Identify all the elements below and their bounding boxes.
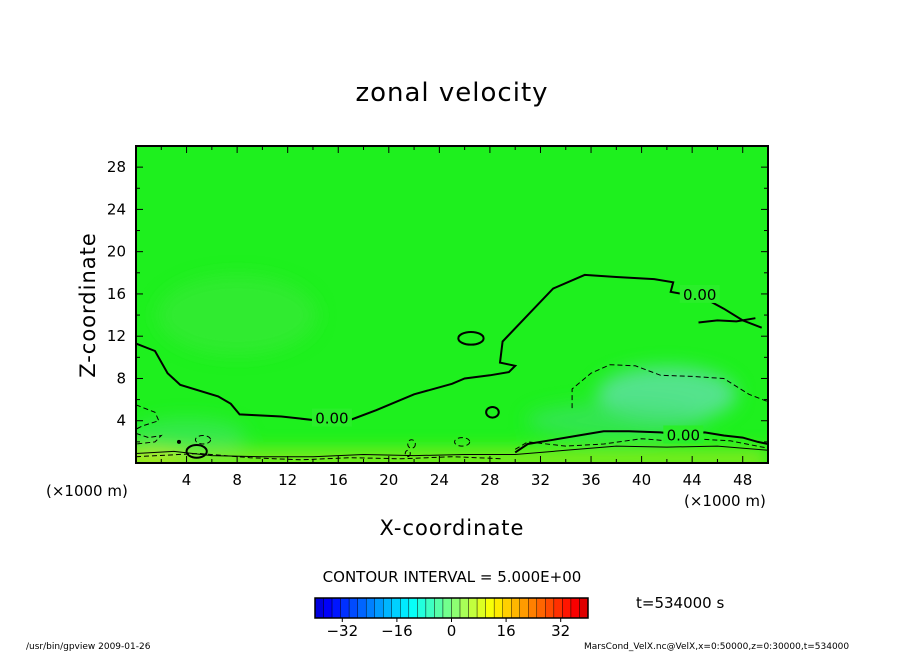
colorbar-cell [417, 597, 427, 619]
x-tick-label: 44 [683, 471, 702, 489]
footer-program: /usr/bin/gpview 2009-01-26 [26, 642, 151, 652]
x-axis-label: X-coordinate [379, 516, 525, 540]
field-patch [157, 275, 318, 356]
y-tick-label: 4 [116, 412, 126, 430]
negative-contour-loop [194, 435, 212, 445]
x-tick-label: 36 [581, 471, 600, 489]
y-axis-unit: (×1000 m) [46, 482, 128, 500]
negative-contour-line [136, 432, 163, 445]
y-tick-label: 16 [107, 285, 126, 303]
colorbar-cell [562, 597, 572, 619]
colorbar-cell [365, 597, 375, 619]
colorbar-cell [502, 597, 512, 619]
y-tick-label: 24 [107, 200, 126, 218]
x-tick-label: 12 [278, 471, 297, 489]
contour-lines [136, 273, 768, 461]
x-tick-label: 40 [632, 471, 651, 489]
contour-label: 0.00 [683, 286, 716, 304]
x-tick-label: 4 [182, 471, 192, 489]
field-patch [136, 418, 247, 455]
x-tick-label: 24 [430, 471, 449, 489]
colorbar-cell [323, 597, 333, 619]
colorbar-cell [400, 597, 410, 619]
negative-contour-line [514, 438, 768, 450]
colorbar-tick-label: −16 [381, 622, 413, 640]
chart-title: zonal velocity [355, 78, 549, 108]
colorbar-cell [348, 597, 358, 619]
colorbar-cell [493, 597, 503, 619]
contour-line [136, 445, 768, 458]
zero-contour-loop [185, 444, 208, 459]
zero-contour-loop [485, 405, 500, 419]
axis-ticks [136, 146, 768, 463]
colorbar-tick-label: −32 [326, 622, 358, 640]
colorbar-cell [579, 597, 589, 619]
negative-contour-line [136, 452, 503, 461]
colorbar-cell [528, 597, 538, 619]
colorbar-cell [383, 597, 392, 619]
colorbar-cell [519, 597, 529, 619]
colorbar-cell [553, 597, 563, 619]
plot-frame [135, 145, 769, 464]
colorbar-cell [340, 597, 350, 619]
colorbar-cell [511, 597, 520, 619]
colorbar-cell [425, 597, 435, 619]
field-patch [526, 402, 707, 439]
negative-contour-loop [404, 449, 411, 458]
x-tick-label: 16 [329, 471, 348, 489]
x-tick-label: 32 [531, 471, 550, 489]
contour-label: 0.00 [667, 426, 700, 444]
y-tick-label: 12 [107, 327, 126, 345]
negative-contour-line [571, 364, 768, 409]
time-label: t=534000 s [636, 594, 725, 612]
negative-contour-line [136, 404, 160, 430]
y-axis-label: Z-coordinate [76, 232, 100, 378]
zero-contour-loop [457, 330, 485, 346]
zero-contour-line [136, 273, 763, 422]
colorbar-cell [545, 597, 555, 619]
colorbar-tick-label: 32 [551, 622, 570, 640]
zero-contour-dot [176, 439, 181, 444]
y-tick-label: 20 [107, 243, 126, 261]
colorbar-cell [459, 597, 469, 619]
x-tick-label: 48 [733, 471, 752, 489]
zero-contour-line [514, 430, 768, 454]
zero-contour-line [698, 317, 756, 324]
contour-interval-label: CONTOUR INTERVAL = 5.000E+00 [322, 568, 582, 586]
colorbar-cell [408, 597, 418, 619]
colorbar-tick-label: 16 [497, 622, 516, 640]
contour-label: 0.00 [315, 410, 348, 428]
colorbar-cell [570, 597, 580, 619]
x-axis-unit: (×1000 m) [684, 492, 766, 510]
negative-contour-loop [407, 439, 416, 449]
colorbar-cell [442, 597, 452, 619]
footer-source: MarsCond_VelX.nc@VelX,x=0:50000,z=0:3000… [584, 642, 850, 652]
x-tick-label: 20 [379, 471, 398, 489]
colorbar-cell [434, 597, 444, 619]
field-patch [136, 450, 768, 463]
x-tick-label: 8 [232, 471, 242, 489]
contour-label-bg [663, 425, 704, 444]
contour-label-bg [311, 408, 352, 427]
negative-contour-loop [454, 437, 471, 447]
colorbar-cell [374, 597, 384, 619]
colorbar-cell [485, 597, 495, 619]
colorbar-cell [331, 597, 341, 619]
colorbar-cell [357, 597, 367, 619]
colorbar-tick-label: 0 [447, 622, 457, 640]
x-tick-label: 28 [480, 471, 499, 489]
colorbar-cell [536, 597, 546, 619]
contour-label-bg [679, 284, 720, 303]
colorbar-cell [476, 597, 486, 619]
y-tick-label: 8 [116, 369, 126, 387]
colorbar: −32 −16 0 16 32 [314, 597, 589, 640]
colorbar-cell [451, 597, 461, 619]
colorbar-cell [391, 597, 401, 619]
y-tick-label: 28 [107, 158, 126, 176]
colorbar-cell [314, 597, 324, 619]
colorbar-cell [468, 597, 478, 619]
